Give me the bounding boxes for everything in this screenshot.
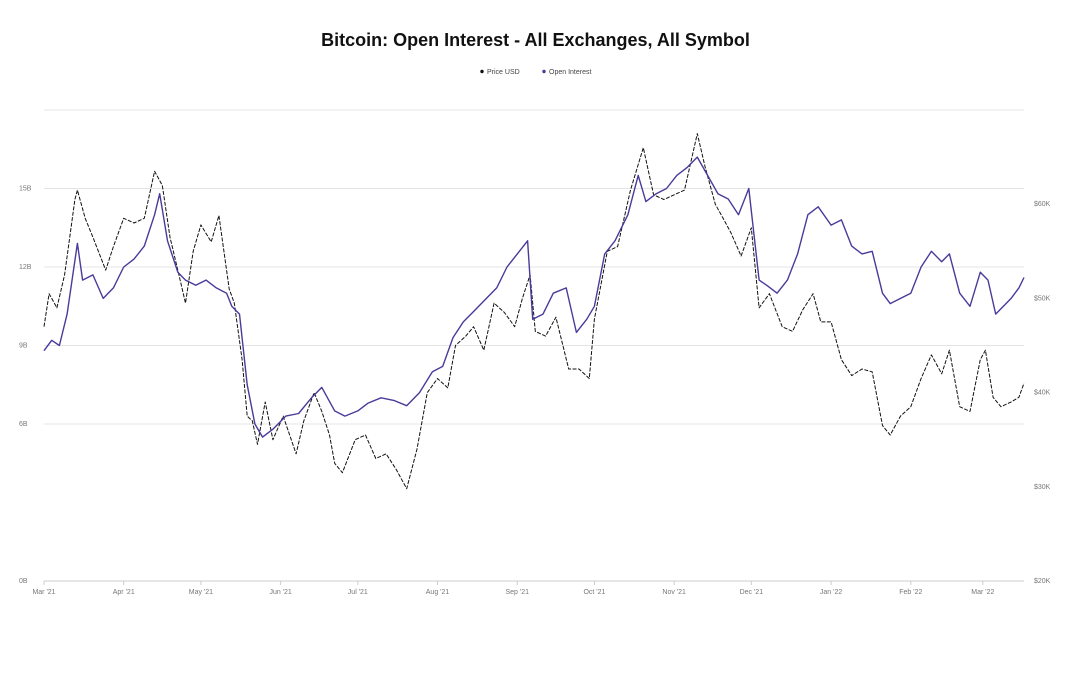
x-tick-label: Jan '22 — [820, 589, 842, 596]
x-tick-label: Feb '22 — [899, 589, 922, 596]
x-tick-label: Jun '21 — [269, 589, 291, 596]
left-tick-label: 12B — [19, 264, 32, 271]
x-tick-label: Sep '21 — [506, 589, 530, 596]
right-tick-label: $20K — [1034, 578, 1051, 585]
legend-dot — [542, 69, 546, 74]
legend-item[interactable]: Price USD — [480, 69, 520, 76]
legend-label: Price USD — [487, 69, 520, 76]
series-layer — [43, 133, 1025, 490]
series-line-price-usd — [43, 133, 1025, 490]
right-axis: $20K $30K $40K $50K $60K — [1034, 201, 1051, 585]
series-line-open-interest — [43, 156, 1025, 438]
x-tick-label: Dec '21 — [740, 589, 764, 596]
right-tick-label: $50K — [1034, 295, 1051, 302]
left-tick-label: 9B — [19, 343, 28, 350]
x-axis: Mar '21 Apr '21 May '21 Jun '21 Jul '21 Aug '… — [32, 581, 995, 596]
x-tick-label: Nov '21 — [662, 589, 686, 596]
legend-dot — [480, 69, 484, 74]
right-tick-label: $30K — [1034, 484, 1051, 491]
x-tick-label: May '21 — [189, 589, 213, 596]
legend-item[interactable]: Open Interest — [542, 69, 591, 76]
left-tick-label: 6B — [19, 421, 28, 428]
x-tick-label: Mar '21 — [32, 589, 55, 596]
right-tick-label: $40K — [1034, 390, 1051, 397]
legend-label: Open Interest — [549, 69, 591, 76]
chart-title: Bitcoin: Open Interest - All Exchanges, … — [321, 30, 750, 50]
right-tick-label: $60K — [1034, 201, 1051, 208]
x-tick-label: Oct '21 — [583, 589, 605, 596]
legend[interactable]: Price USD Open Interest — [480, 69, 591, 76]
grid-layer — [44, 109, 1024, 582]
left-tick-label: 15B — [19, 186, 32, 193]
x-tick-label: Jul '21 — [348, 589, 368, 596]
x-tick-label: Aug '21 — [426, 589, 450, 596]
left-axis: 0B 6B 9B 12B 15B — [19, 186, 32, 586]
x-tick-label: Apr '21 — [113, 589, 135, 596]
x-tick-label: Mar '22 — [971, 589, 994, 596]
left-tick-label: 0B — [19, 578, 28, 585]
